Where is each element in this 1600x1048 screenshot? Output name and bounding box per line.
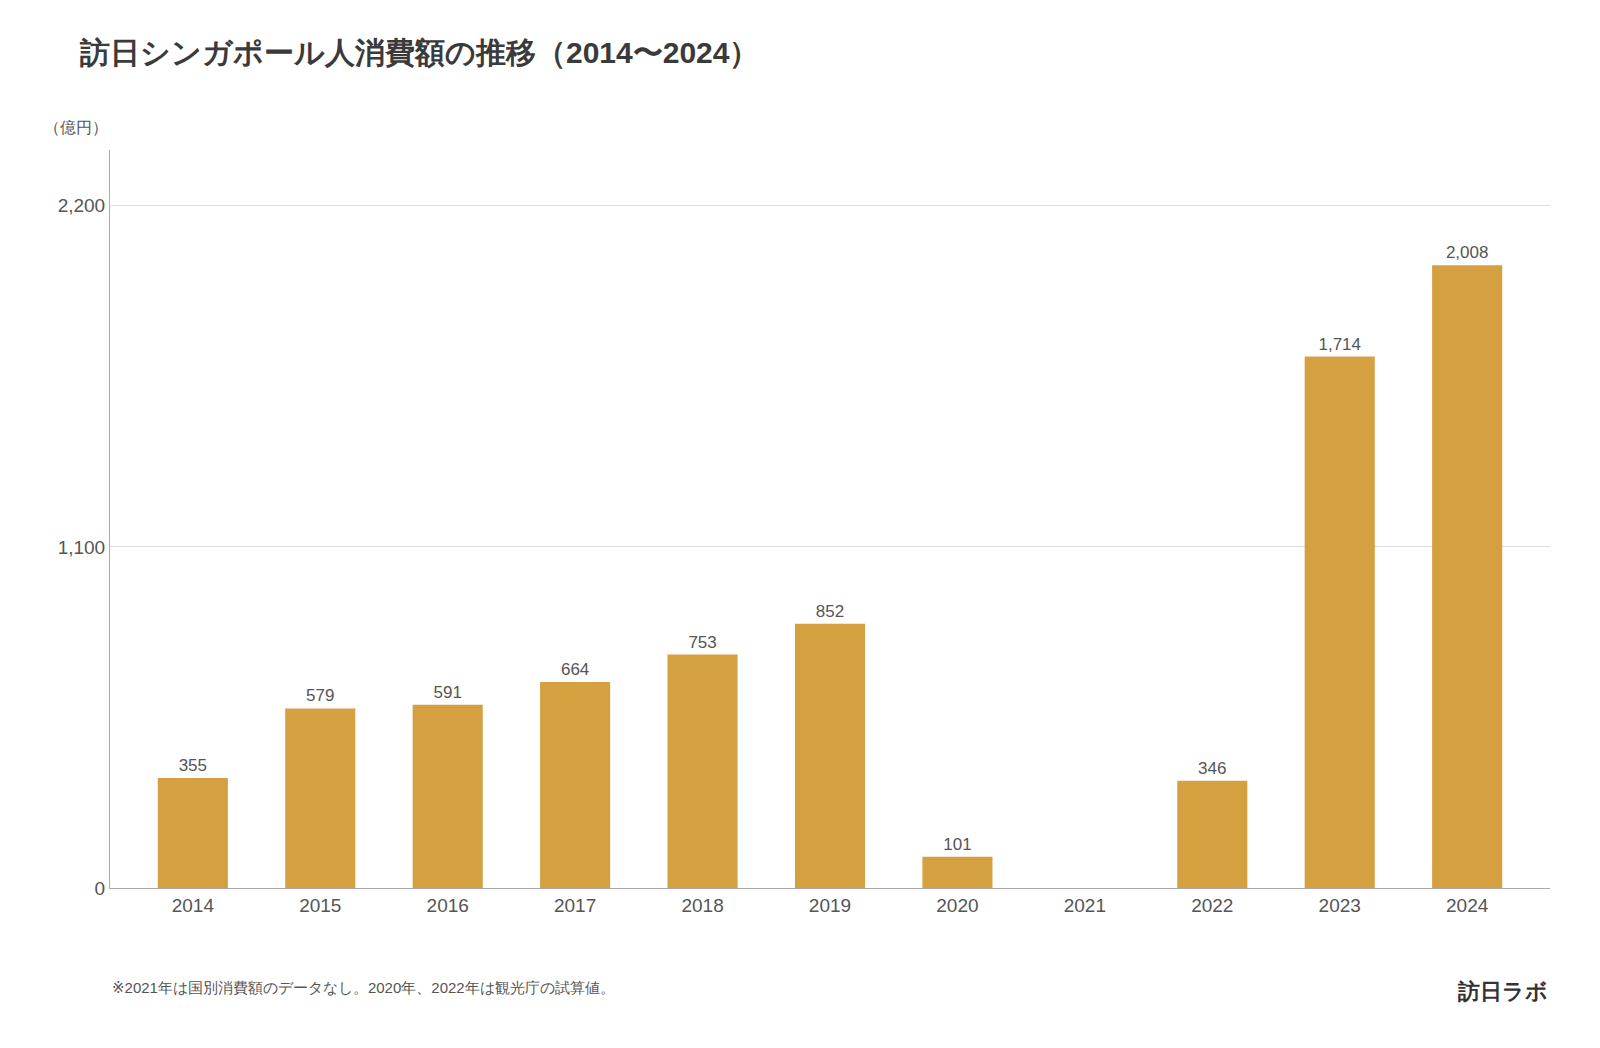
svg-text:852: 852 [816, 602, 844, 621]
svg-text:2014: 2014 [172, 895, 215, 916]
svg-text:2,008: 2,008 [1446, 243, 1489, 262]
svg-text:訪日シンガポール人消費額の推移（2014〜2024）: 訪日シンガポール人消費額の推移（2014〜2024） [79, 36, 759, 69]
svg-text:1,714: 1,714 [1318, 335, 1361, 354]
svg-text:2015: 2015 [299, 895, 341, 916]
svg-text:101: 101 [943, 835, 971, 854]
svg-text:2,200: 2,200 [58, 195, 106, 216]
svg-text:※2021年は国別消費額のデータなし。2020年、2022年: ※2021年は国別消費額のデータなし。2020年、2022年は観光庁の試算値。 [112, 979, 615, 996]
svg-text:2024: 2024 [1446, 895, 1489, 916]
svg-text:訪日ラボ: 訪日ラボ [1457, 979, 1548, 1004]
svg-text:346: 346 [1198, 759, 1226, 778]
svg-text:753: 753 [688, 633, 716, 652]
svg-text:2016: 2016 [427, 895, 469, 916]
svg-text:2022: 2022 [1191, 895, 1233, 916]
svg-text:2021: 2021 [1064, 895, 1106, 916]
svg-text:1,100: 1,100 [58, 537, 106, 558]
svg-text:（億円）: （億円） [44, 119, 108, 136]
svg-text:2019: 2019 [809, 895, 851, 916]
svg-text:591: 591 [434, 683, 462, 702]
svg-text:0: 0 [95, 878, 106, 899]
svg-text:355: 355 [179, 756, 207, 775]
svg-text:579: 579 [306, 686, 334, 705]
svg-text:2017: 2017 [554, 895, 596, 916]
svg-text:664: 664 [561, 660, 589, 679]
svg-text:2020: 2020 [936, 895, 978, 916]
svg-text:2018: 2018 [681, 895, 723, 916]
svg-text:2023: 2023 [1319, 895, 1361, 916]
